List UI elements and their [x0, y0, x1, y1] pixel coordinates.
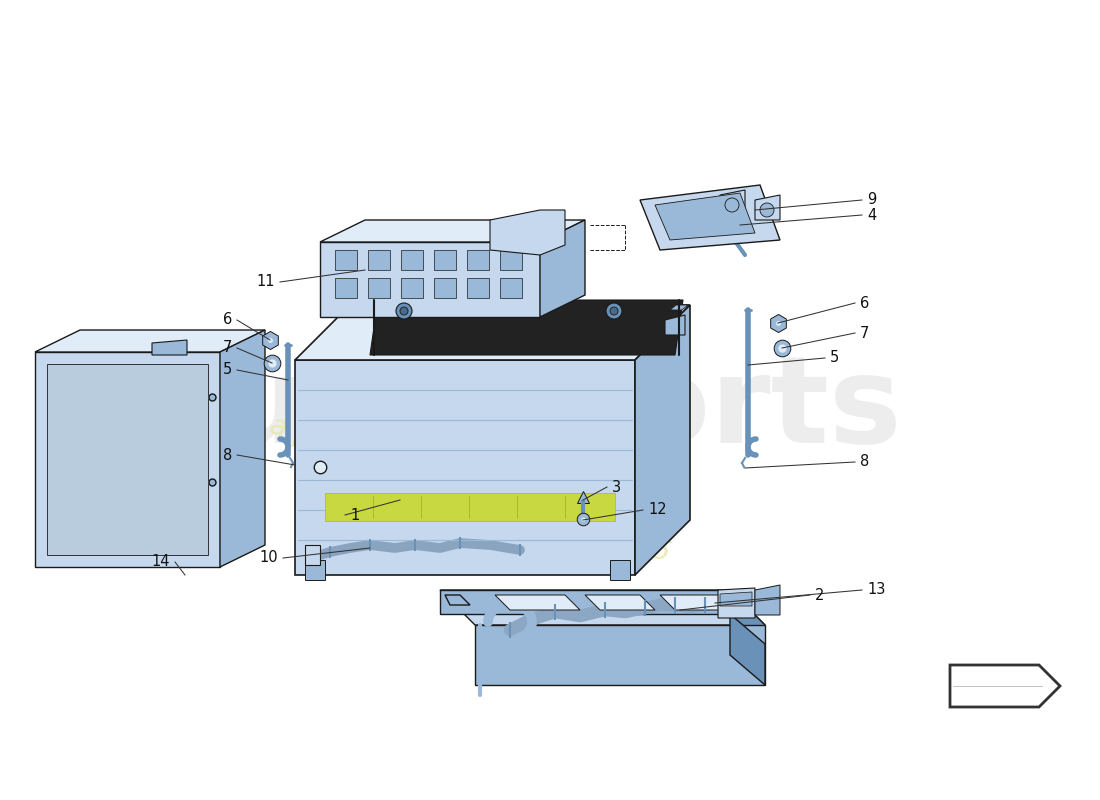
Circle shape [760, 203, 774, 217]
Text: 9: 9 [867, 193, 877, 207]
Polygon shape [336, 278, 358, 298]
Polygon shape [434, 278, 456, 298]
Polygon shape [295, 360, 635, 575]
Text: 6: 6 [222, 313, 232, 327]
Polygon shape [295, 305, 690, 360]
Circle shape [606, 303, 621, 319]
Polygon shape [440, 590, 764, 625]
Polygon shape [720, 592, 752, 606]
Polygon shape [320, 220, 585, 242]
Polygon shape [35, 352, 220, 567]
Circle shape [396, 303, 412, 319]
Polygon shape [720, 190, 745, 215]
Text: 8: 8 [222, 447, 232, 462]
Polygon shape [388, 307, 420, 315]
Polygon shape [610, 560, 630, 580]
Polygon shape [475, 625, 764, 685]
Text: 14: 14 [152, 554, 170, 570]
Polygon shape [585, 595, 654, 610]
Polygon shape [336, 250, 358, 270]
Text: 13: 13 [867, 582, 886, 598]
Polygon shape [490, 210, 565, 255]
Polygon shape [468, 278, 490, 298]
Ellipse shape [725, 590, 764, 610]
Polygon shape [434, 250, 456, 270]
Polygon shape [950, 665, 1060, 707]
Circle shape [400, 307, 408, 315]
Polygon shape [320, 242, 540, 317]
Polygon shape [402, 250, 424, 270]
Polygon shape [305, 545, 320, 565]
Text: 2: 2 [815, 587, 824, 602]
Polygon shape [495, 595, 580, 610]
Polygon shape [500, 278, 522, 298]
Circle shape [610, 307, 618, 315]
Polygon shape [670, 305, 688, 310]
Text: EuroSports: EuroSports [138, 351, 903, 469]
Polygon shape [755, 585, 780, 615]
Text: 6: 6 [860, 295, 869, 310]
Text: 11: 11 [256, 274, 275, 290]
Text: 5: 5 [222, 362, 232, 378]
Text: a passion for parts since 1985: a passion for parts since 1985 [266, 412, 674, 568]
Text: 7: 7 [222, 341, 232, 355]
Polygon shape [35, 330, 265, 352]
Circle shape [725, 198, 739, 212]
Polygon shape [468, 250, 490, 270]
Polygon shape [718, 588, 755, 618]
Polygon shape [402, 278, 424, 298]
Polygon shape [500, 250, 522, 270]
Polygon shape [370, 300, 683, 355]
Polygon shape [666, 315, 685, 335]
Polygon shape [368, 250, 390, 270]
Polygon shape [220, 330, 265, 567]
Polygon shape [355, 305, 373, 310]
Polygon shape [540, 220, 585, 317]
Polygon shape [730, 614, 764, 685]
Polygon shape [440, 590, 730, 614]
Polygon shape [640, 185, 780, 250]
Polygon shape [730, 590, 764, 649]
Text: 12: 12 [648, 502, 667, 518]
Text: 1: 1 [350, 507, 360, 522]
Polygon shape [635, 305, 690, 575]
Text: 8: 8 [860, 454, 869, 470]
Polygon shape [305, 560, 324, 580]
Text: 3: 3 [612, 479, 621, 494]
Text: 4: 4 [867, 207, 877, 222]
Polygon shape [47, 364, 208, 555]
Polygon shape [368, 278, 390, 298]
Polygon shape [654, 193, 755, 240]
Polygon shape [152, 340, 187, 355]
Text: 10: 10 [260, 550, 278, 566]
Polygon shape [446, 595, 470, 605]
Polygon shape [755, 195, 780, 220]
Text: 5: 5 [830, 350, 839, 366]
Polygon shape [324, 493, 615, 521]
Polygon shape [598, 307, 630, 315]
Text: 7: 7 [860, 326, 869, 341]
Polygon shape [660, 595, 735, 610]
